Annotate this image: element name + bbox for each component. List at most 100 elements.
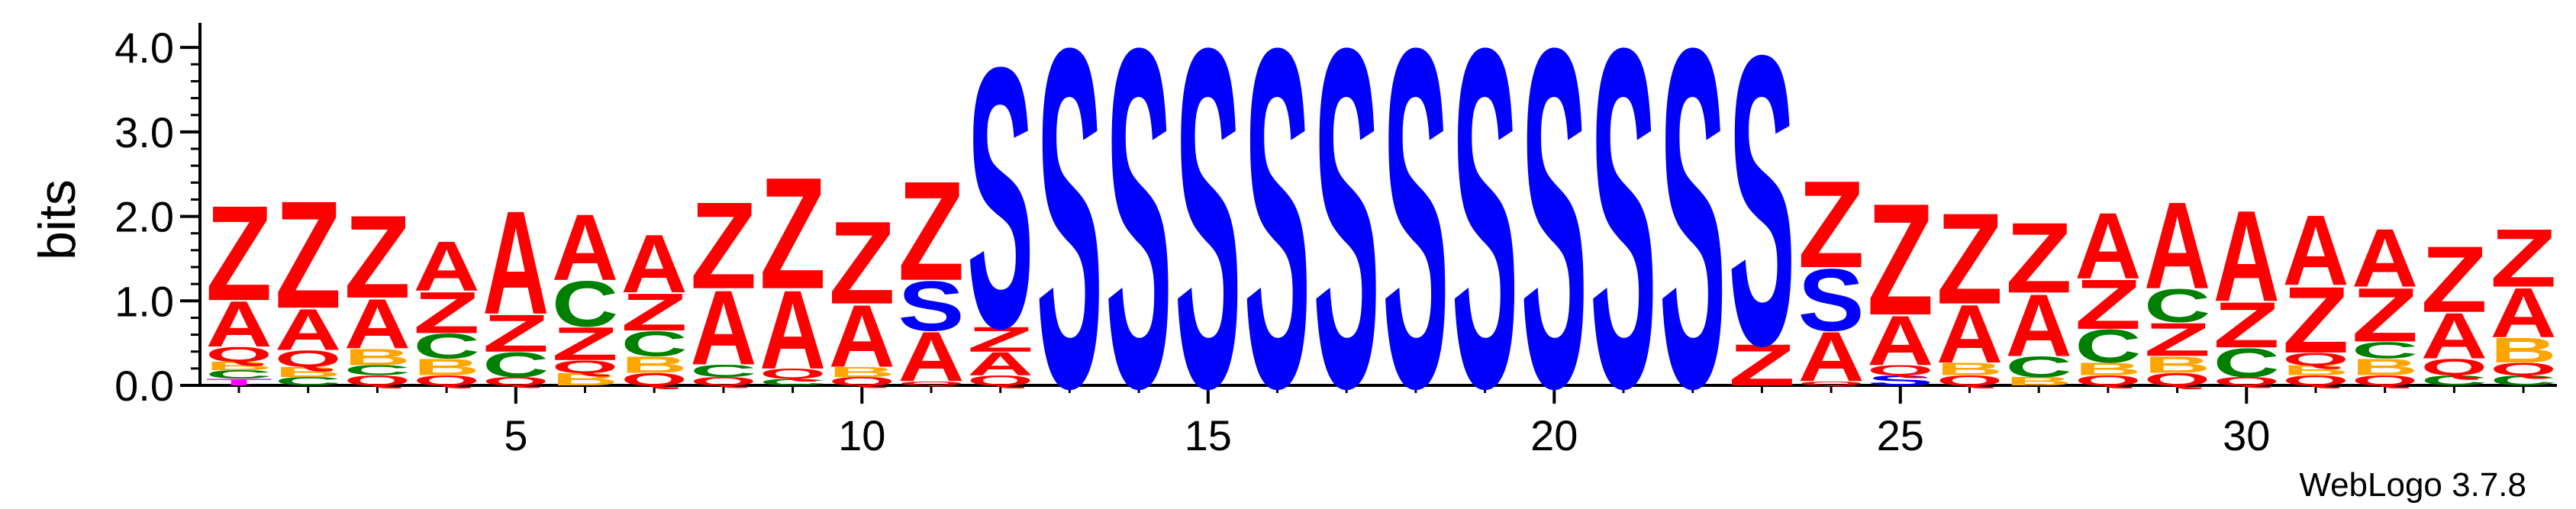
logo-letter-a: A [275,297,341,362]
logo-letter-q: Q [275,346,341,372]
y-tick-label: 1.0 [114,277,174,325]
logo-position-18: S [1382,0,1449,488]
logo-position-20: S [1521,0,1588,488]
x-tick-label: 15 [1185,411,1232,459]
logo-letter-z: Z [621,282,688,342]
logo-letter-q: Q [2282,372,2349,388]
logo-letter-q: Q [552,357,618,377]
logo-letter-q: Q [414,372,480,388]
logo-letter-b: B [275,364,341,380]
logo-letter-a: A [829,288,895,386]
logo-letter-z: Z [2352,272,2418,358]
logo-letter-c: C [2352,337,2418,363]
y-tick-label: 3.0 [114,108,174,156]
logo-letter-b: B [2352,354,2418,381]
logo-letter-q: Q [205,343,272,366]
logo-letter-s: S [1590,0,1656,488]
logo-letter-z: Z [967,320,1033,359]
logo-letter-b: B [2144,351,2210,378]
logo-position-13: S [1037,0,1103,488]
logo-letter-c: C [205,368,272,381]
logo-letter-z: Z [2421,227,2487,332]
logo-letter-q: Q [2144,369,2210,389]
logo-letter-s: S [1244,0,1311,488]
logo-letter-s: S [1106,0,1172,488]
logo-position-17: S [1314,0,1380,488]
logo-letter-a: A [414,227,480,305]
logo-letter-c: C [414,327,480,366]
logo-letter-z: Z [552,318,618,371]
x-axis: 5 10 15 20 25 30 [200,384,2557,459]
logo-letter-a: A [759,268,826,393]
logo-stacks: TCBQAZCBQAZQCBAZQBCZAQCZABQZCAQBCZAQCAZC… [205,0,2556,488]
logo-letter-a: A [1867,301,1933,380]
logo-letter-s: S [1659,0,1726,488]
x-tick-label: 10 [838,411,885,459]
logo-letter-s: S [1382,0,1449,488]
logo-letter-z: Z [1798,156,1865,294]
logo-letter-b: B [2075,359,2141,379]
logo-letter-t: T [205,377,272,388]
logo-letter-a: A [344,285,411,363]
x-tick-label: 5 [504,411,527,459]
logo-letter-q: Q [1936,372,2003,388]
y-tick-label: 0.0 [114,362,174,410]
logo-letter-c: C [2491,372,2557,388]
logo-letter-q: Q [967,372,1033,388]
logo-letter-z: Z [1729,333,1795,398]
weblogo-version-label: WebLogo 3.7.8 [2299,466,2526,504]
logo-letter-z: Z [414,280,480,346]
logo-letter-c: C [2421,372,2487,388]
logo-letter-s: S [1729,0,1795,431]
logo-letter-b: B [344,343,411,370]
x-tick-label: 25 [1877,411,1924,459]
logo-letter-q: Q [2352,372,2418,388]
logo-letter-z: Z [759,143,826,322]
logo-letter-b: B [2491,330,2557,370]
logo-letter-c: C [344,362,411,379]
logo-letter-b: B [2282,362,2349,379]
logo-letter-b: B [621,351,688,378]
logo-letter-s: S [1867,372,1933,388]
logo-letter-a: A [552,194,618,300]
logo-letter-s: S [1314,0,1380,488]
logo-letter-q: Q [1798,380,1865,387]
logo-position-19: S [1452,0,1518,488]
logo-letter-c: C [2213,340,2280,386]
logo-letter-s: S [967,0,1033,405]
logo-letter-z: Z [2075,265,2141,343]
logo-letter-s: S [1037,0,1103,488]
logo-letter-q: Q [482,375,549,388]
logo-letter-b: B [2006,375,2072,388]
logo-letter-a: A [2282,194,2349,306]
logo-letter-c: C [2006,350,2072,383]
logo-letter-q: Q [2491,359,2557,379]
logo-letter-q: Q [2421,354,2487,380]
logo-position-21: S [1590,0,1656,488]
logo-letter-z: Z [1867,170,1933,349]
logo-letter-a: A [967,346,1033,382]
logo-letter-s: S [1175,0,1241,488]
x-tick-label: 30 [2223,411,2270,459]
logo-letter-z: Z [829,196,895,329]
logo-letter-a: A [1936,288,2003,381]
logo-letter-a: A [898,317,964,396]
logo-letter-c: C [482,345,549,385]
logo-letter-z: Z [2213,288,2280,361]
logo-letter-z: Z [2282,268,2349,373]
logo-letter-c: C [759,377,826,388]
logo-position-15: S [1175,0,1241,488]
logo-letter-b: B [552,369,618,389]
